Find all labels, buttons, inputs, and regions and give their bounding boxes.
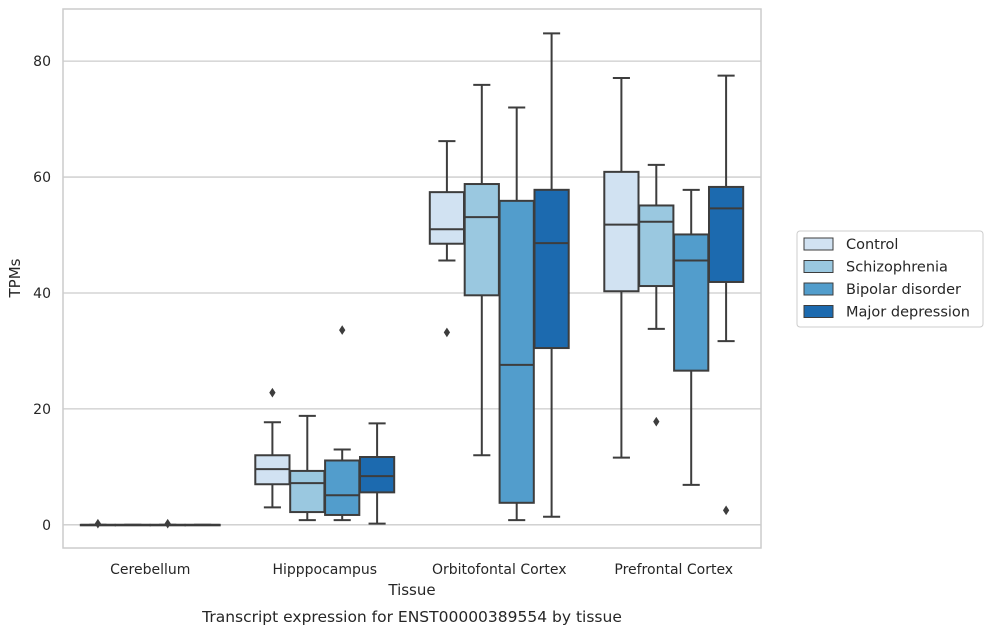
box-plot — [184, 523, 221, 527]
legend-frame — [796, 230, 984, 328]
legend-label: Schizophrenia — [846, 260, 948, 276]
box-plot — [254, 387, 291, 509]
box-iqr — [498, 199, 535, 504]
box-plot — [289, 414, 326, 522]
x-tick-label: Prefrontal Cortex — [614, 562, 733, 578]
legend-swatch — [803, 237, 834, 251]
box-iqr — [673, 233, 710, 372]
legend-label: Major depression — [846, 305, 970, 321]
box-plot — [533, 32, 570, 518]
box-plot — [324, 325, 361, 522]
y-tick-label: 0 — [42, 518, 51, 534]
y-tick-label: 40 — [33, 286, 51, 302]
box-plot — [463, 83, 500, 457]
outlier-point — [94, 518, 102, 529]
y-tick-label: 60 — [33, 170, 51, 186]
y-tick-labels: 0 20 40 60 80 — [33, 54, 51, 534]
box-iqr — [463, 183, 500, 297]
legend-swatch — [803, 305, 834, 318]
grid-lines — [63, 60, 761, 526]
box-iqr — [324, 459, 361, 516]
y-tick-label: 80 — [33, 54, 51, 70]
box-iqr — [428, 191, 466, 245]
outlier-point — [722, 505, 730, 516]
legend: Control Schizophrenia Bipolar disorder Majo… — [796, 230, 984, 328]
x-tick-label: Cerebellum — [110, 562, 190, 578]
box-plot — [498, 106, 535, 522]
outlier-point — [443, 327, 451, 338]
legend-label: Control — [846, 237, 898, 253]
box-iqr — [707, 185, 745, 283]
box-plot — [638, 163, 675, 427]
outlier-point — [164, 518, 171, 529]
box-plot — [603, 76, 640, 459]
y-tick-label: 20 — [33, 402, 51, 418]
outlier-point — [339, 325, 346, 335]
plot-frame — [62, 8, 762, 549]
x-axis-label: Tissue — [387, 581, 435, 599]
x-tick-label: Hipppocampus — [272, 562, 377, 578]
box-iqr — [533, 188, 570, 350]
box-plot — [428, 140, 466, 338]
box-plot — [149, 518, 186, 529]
legend-swatch — [803, 260, 834, 273]
box-iqr — [638, 204, 675, 288]
x-tick-labels: Cerebellum Hipppocampus Orbitofontal Corte… — [110, 562, 733, 578]
box-plot — [114, 523, 151, 527]
legend-swatch — [803, 282, 834, 296]
chart-caption: Transcript expression for ENST0000038955… — [201, 608, 622, 626]
box-iqr — [603, 170, 640, 293]
box-plot — [79, 518, 117, 529]
box-plot — [358, 422, 396, 525]
box-iqr — [358, 456, 396, 494]
outlier-point — [653, 416, 660, 427]
legend-items: Control Schizophrenia Bipolar disorder Majo… — [803, 237, 970, 321]
legend-label: Bipolar disorder — [846, 282, 961, 298]
box-groups — [79, 32, 745, 529]
x-tick-label: Orbitofontal Cortex — [432, 562, 567, 578]
box-plot — [707, 74, 745, 516]
y-axis-label: TPMs — [6, 258, 24, 298]
outlier-point — [269, 387, 276, 398]
box-iqr — [289, 469, 326, 514]
box-plot — [673, 188, 710, 486]
